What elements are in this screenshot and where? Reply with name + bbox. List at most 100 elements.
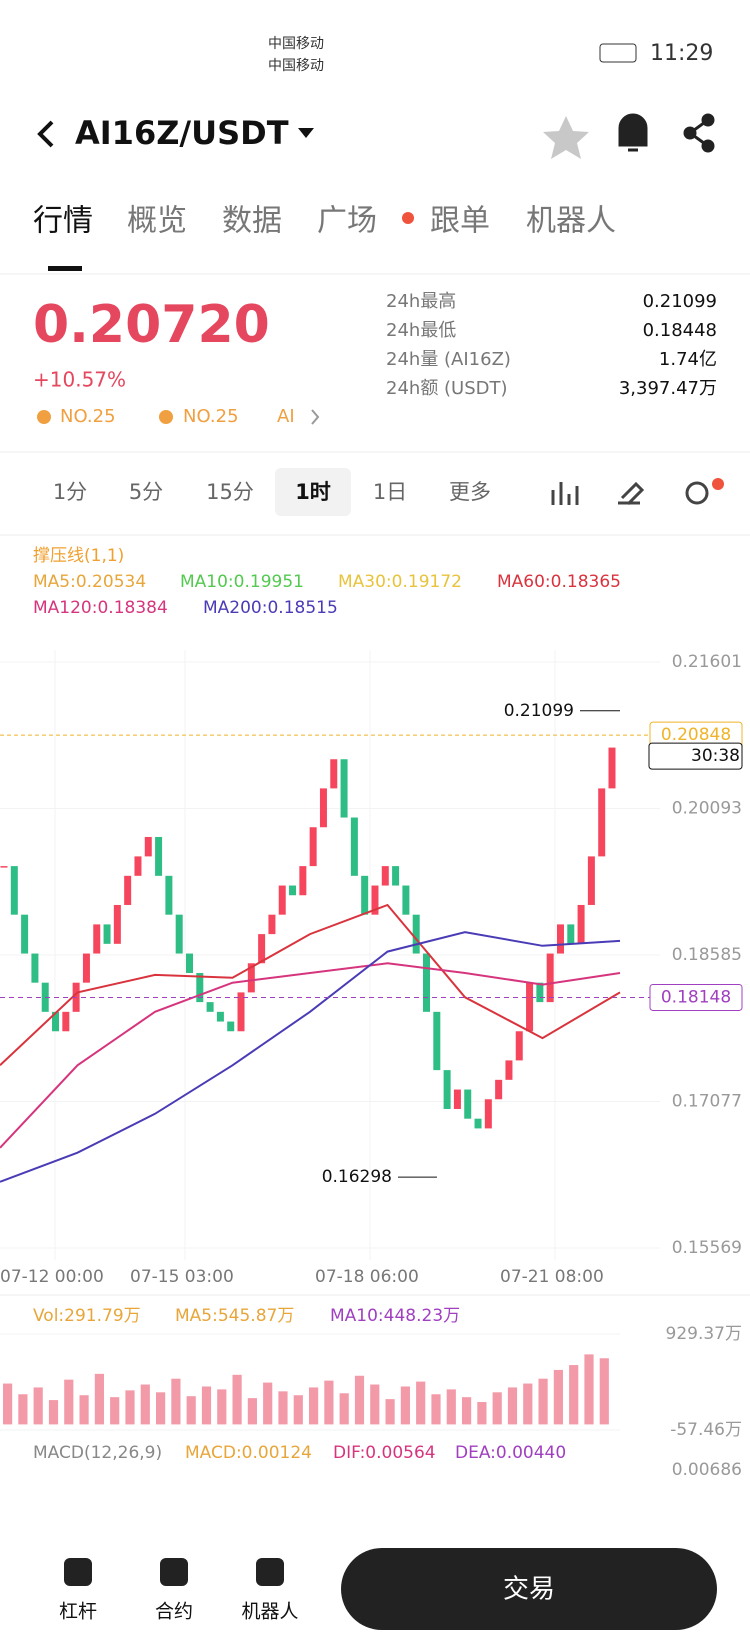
macd-legend: MACD:0.00124 [185, 1443, 312, 1463]
volume-tick: -57.46万 [670, 1420, 742, 1440]
bar-label[interactable]: 杠杆 [59, 1601, 97, 1623]
x-tick-label: 07-21 08:00 [500, 1267, 604, 1287]
volume-bar [140, 1384, 150, 1425]
interval[interactable]: 更多 [449, 480, 491, 504]
dropdown[interactable] [298, 128, 314, 138]
bell[interactable] [618, 113, 648, 152]
volume-bar [232, 1374, 242, 1425]
high-label: 0.21099 [504, 701, 574, 721]
pair-title[interactable]: AI16Z/USDT [75, 114, 289, 152]
volume-bar [18, 1394, 28, 1425]
macd-tick: 0.00686 [672, 1460, 742, 1480]
legend-item: 撑压线(1,1) [33, 546, 124, 566]
ma-line [0, 962, 621, 1149]
bar-label[interactable]: 机器人 [241, 1601, 298, 1623]
trade-label[interactable]: 交易 [503, 1575, 555, 1605]
candle [82, 953, 90, 983]
legend-item: MA200:0.18515 [203, 598, 338, 618]
candle [52, 1011, 60, 1032]
fire-icon [37, 410, 51, 424]
x-tick-label: 07-18 06:00 [315, 1267, 419, 1287]
interval[interactable]: 1时 [295, 480, 331, 504]
tab[interactable]: 机器人 [526, 204, 616, 239]
tab[interactable]: 概览 [127, 204, 187, 239]
stat-label: 24h额 (USDT) [386, 378, 508, 399]
carrier: 中国移动 [268, 36, 324, 52]
volume-bar [278, 1391, 288, 1425]
candle [453, 1089, 461, 1109]
volume-bar [584, 1354, 594, 1425]
bar-label[interactable]: 合约 [155, 1601, 193, 1623]
volume-bar [309, 1387, 319, 1425]
clock: 11:29 [650, 41, 713, 66]
volume-bar [385, 1399, 395, 1425]
bar-icon[interactable] [256, 1558, 284, 1586]
candle [309, 827, 317, 867]
candle [10, 866, 18, 915]
candle [319, 788, 327, 828]
volume-bar [370, 1384, 380, 1425]
stat-label: 24h最低 [386, 320, 456, 341]
candle [577, 904, 585, 944]
interval[interactable]: 15分 [206, 480, 254, 504]
legend-item: MA120:0.18384 [33, 598, 168, 618]
candle [258, 934, 266, 964]
candle [155, 836, 163, 876]
stat-label: 24h量 (AI16Z) [386, 349, 511, 370]
candle [289, 885, 297, 896]
low-label: 0.16298 [322, 1167, 392, 1187]
candle [134, 856, 142, 876]
trade-button[interactable] [341, 1548, 717, 1630]
stat-value: 3,397.47万 [619, 378, 717, 399]
interval[interactable]: 1日 [373, 480, 407, 504]
candle [412, 914, 420, 954]
more[interactable] [311, 409, 320, 425]
countdown-box [648, 742, 743, 770]
candle [423, 953, 431, 1012]
share[interactable] [683, 113, 715, 153]
candle [371, 885, 379, 915]
tab[interactable]: 行情 [33, 204, 93, 239]
candle [93, 924, 101, 954]
volume-bar [247, 1398, 257, 1425]
tab[interactable]: 数据 [222, 204, 282, 239]
stat-value: 1.74亿 [659, 349, 717, 370]
volume-bar [416, 1381, 426, 1425]
candle [474, 1118, 482, 1129]
volume-bar [171, 1378, 181, 1425]
volume-bar [400, 1386, 410, 1425]
bar-icon[interactable] [160, 1558, 188, 1586]
last-label: 0.20848 [661, 725, 731, 745]
volume-bar [538, 1378, 548, 1425]
tab[interactable]: 跟单 [430, 204, 490, 239]
candle [165, 875, 173, 915]
x-tick-label: 07-12 00:00 [0, 1267, 104, 1287]
back[interactable] [37, 120, 54, 148]
interval[interactable]: 1分 [53, 480, 87, 504]
tool-icons[interactable] [551, 481, 709, 506]
candle [505, 1060, 513, 1080]
y-tick-label: 0.15569 [672, 1238, 742, 1258]
candle [567, 924, 575, 944]
candle [556, 924, 564, 954]
candle [350, 817, 358, 876]
volume-bar [569, 1365, 579, 1425]
bar-icon[interactable] [64, 1558, 92, 1586]
volume-bar [263, 1382, 273, 1425]
candle [185, 953, 193, 973]
star[interactable] [543, 116, 589, 159]
candle [536, 982, 544, 1003]
tab[interactable]: 广场 [317, 204, 377, 239]
interval[interactable]: 5分 [129, 480, 163, 504]
volume-bar [79, 1395, 89, 1425]
candle [546, 953, 554, 1003]
volume-bar [553, 1369, 563, 1425]
volume-bar [431, 1394, 441, 1425]
x-tick-label: 07-15 03:00 [130, 1267, 234, 1287]
ma-line [0, 903, 621, 1067]
candle [361, 875, 369, 915]
stat-value: 0.18448 [643, 320, 717, 341]
candle [237, 992, 245, 1032]
candle [124, 875, 132, 905]
